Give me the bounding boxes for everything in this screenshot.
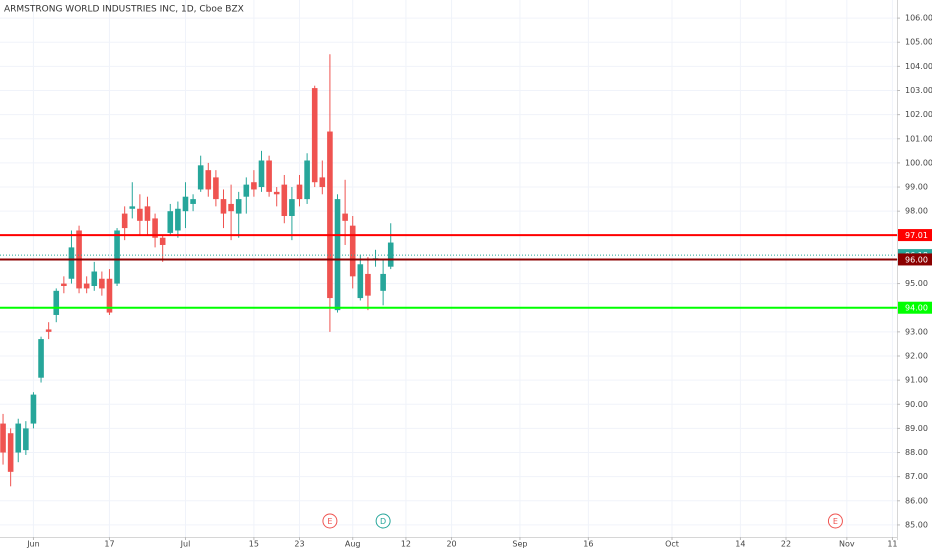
candle-body bbox=[319, 177, 326, 188]
x-tick-label: Aug bbox=[345, 540, 361, 549]
x-tick-label: 12 bbox=[401, 540, 411, 549]
candle-body bbox=[289, 199, 295, 217]
y-tick-label: 87.00 bbox=[905, 472, 928, 481]
event-marker bbox=[322, 513, 338, 529]
y-tick-label: 95.00 bbox=[905, 279, 928, 288]
y-tick-label: 100.00 bbox=[905, 158, 932, 167]
y-tick-label: 85.00 bbox=[905, 520, 928, 529]
x-tick-label: Oct bbox=[665, 540, 679, 549]
candle-body bbox=[235, 199, 242, 214]
candle-body bbox=[129, 206, 136, 209]
candle-body bbox=[380, 273, 386, 291]
candle-body bbox=[281, 184, 288, 217]
x-tick-label: 20 bbox=[446, 540, 456, 549]
x-tick-label: 17 bbox=[104, 540, 114, 549]
candle-body bbox=[167, 211, 174, 233]
x-tick-label: Jun bbox=[26, 540, 40, 549]
candle-body bbox=[45, 329, 52, 332]
candle-body bbox=[182, 196, 189, 212]
candle-body bbox=[137, 208, 143, 221]
x-tick-label: 15 bbox=[249, 540, 259, 549]
price-tag bbox=[898, 229, 932, 242]
candle-body bbox=[175, 208, 181, 231]
candle-body bbox=[159, 237, 166, 245]
event-marker bbox=[375, 513, 391, 529]
candle-body bbox=[243, 184, 250, 197]
price-tag-label: 94.00 bbox=[905, 304, 928, 313]
candle-body bbox=[273, 191, 280, 195]
candle-body bbox=[7, 433, 14, 472]
candle-body bbox=[266, 160, 272, 192]
candle-body bbox=[38, 339, 44, 378]
y-tick-label: 91.00 bbox=[905, 376, 928, 385]
candle-body bbox=[83, 283, 90, 289]
y-tick-label: 92.00 bbox=[905, 351, 928, 360]
event-marker bbox=[827, 513, 843, 529]
candle-body bbox=[0, 423, 6, 453]
candle-body bbox=[334, 199, 341, 311]
x-tick-label: Jul bbox=[180, 540, 191, 549]
y-tick-label: 103.00 bbox=[905, 86, 932, 95]
price-tag-label: 97.01 bbox=[905, 231, 928, 240]
candle-body bbox=[296, 184, 303, 200]
candle-body bbox=[197, 165, 204, 190]
candle-body bbox=[152, 218, 158, 238]
event-label: E bbox=[327, 517, 332, 526]
x-tick-label: 11 bbox=[887, 540, 897, 549]
candle-body bbox=[106, 278, 113, 313]
candle-body bbox=[190, 199, 196, 204]
candle-body bbox=[121, 213, 128, 229]
y-tick-label: 99.00 bbox=[905, 183, 928, 192]
price-tag-label: 96.00 bbox=[905, 255, 928, 264]
x-tick-label: Nov bbox=[839, 540, 855, 549]
candle-body bbox=[144, 206, 151, 221]
x-tick-label: 16 bbox=[583, 540, 593, 549]
candle-body bbox=[23, 428, 29, 451]
candle-body bbox=[342, 213, 348, 221]
candle-body bbox=[357, 264, 364, 299]
event-label: D bbox=[380, 517, 386, 526]
y-tick-label: 104.00 bbox=[905, 62, 932, 71]
x-tick-label: 22 bbox=[781, 540, 791, 549]
y-tick-label: 102.00 bbox=[905, 110, 932, 119]
candle-body bbox=[304, 160, 310, 200]
y-tick-label: 105.00 bbox=[905, 38, 932, 47]
chart-title: ARMSTRONG WORLD INDUSTRIES INC, 1D, Cboe… bbox=[4, 5, 244, 15]
price-tag bbox=[898, 253, 932, 266]
candle-body bbox=[258, 160, 265, 188]
candle-body bbox=[327, 131, 333, 299]
candle-body bbox=[61, 283, 67, 286]
y-tick-label: 98.00 bbox=[905, 207, 928, 216]
candle-body bbox=[99, 278, 105, 289]
candle-body bbox=[251, 182, 257, 190]
x-tick-label: Sep bbox=[512, 540, 527, 549]
y-tick-label: 93.00 bbox=[905, 327, 928, 336]
candle-body bbox=[311, 88, 318, 183]
candle-body bbox=[91, 271, 98, 286]
candle-body bbox=[349, 225, 356, 277]
price-tag bbox=[898, 301, 932, 314]
candle-body bbox=[68, 247, 75, 279]
y-tick-label: 101.00 bbox=[905, 134, 932, 143]
event-label: E bbox=[833, 517, 838, 526]
y-tick-label: 106.00 bbox=[905, 14, 932, 23]
candle-body bbox=[213, 177, 219, 200]
candle-body bbox=[228, 203, 234, 212]
candle-body bbox=[205, 170, 212, 190]
candle-body bbox=[365, 273, 371, 296]
candle-body bbox=[30, 394, 37, 424]
y-tick-label: 89.00 bbox=[905, 424, 928, 433]
candle-body bbox=[15, 423, 22, 453]
x-tick-label: 14 bbox=[735, 540, 745, 549]
candle-body bbox=[114, 230, 120, 284]
y-tick-label: 90.00 bbox=[905, 400, 928, 409]
candle-body bbox=[220, 199, 227, 214]
candle-body bbox=[53, 290, 60, 315]
y-tick-label: 88.00 bbox=[905, 448, 928, 457]
x-tick-label: 23 bbox=[294, 540, 304, 549]
y-tick-label: 86.00 bbox=[905, 496, 928, 505]
